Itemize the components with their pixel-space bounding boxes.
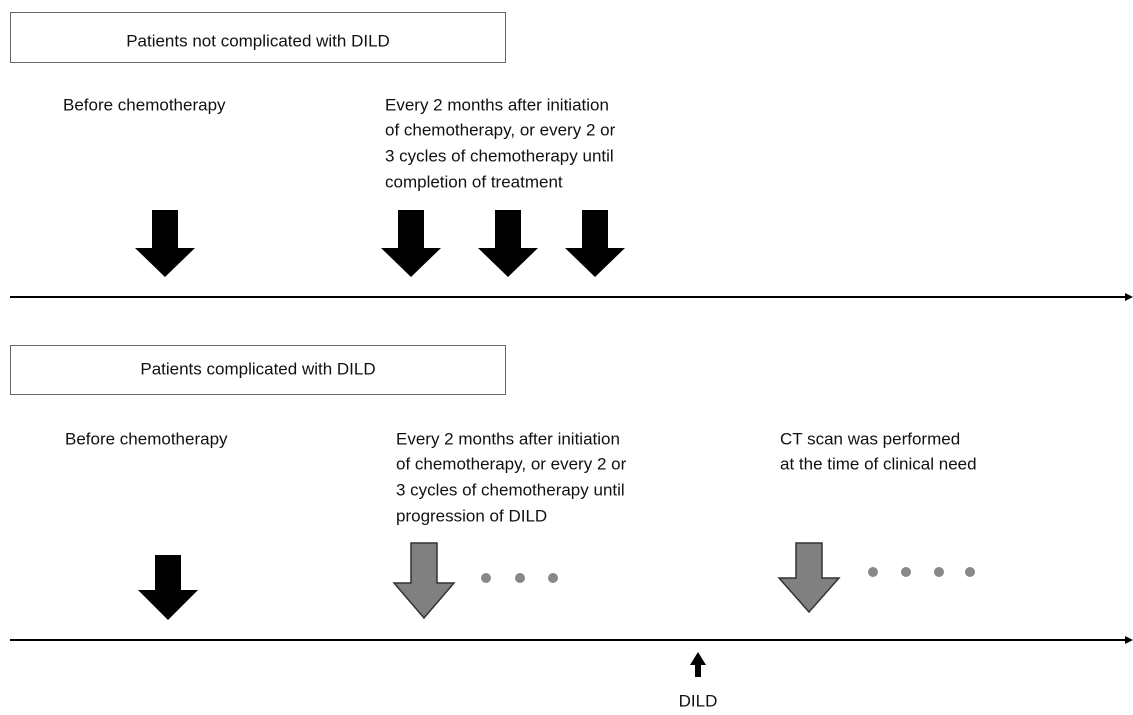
panel-title-box	[10, 12, 506, 63]
scan-arrow-gray	[777, 542, 841, 614]
event-arrow	[690, 652, 706, 677]
scan-arrow	[478, 210, 538, 277]
timepoint-text: CT scan was performed	[780, 429, 960, 448]
panel-title: Patients complicated with DILD	[140, 359, 375, 378]
dot	[548, 573, 558, 583]
scan-arrow	[565, 210, 625, 277]
dot	[481, 573, 491, 583]
timepoint-text: Every 2 months after initiation	[396, 429, 620, 448]
timepoint-text: at the time of clinical need	[780, 454, 977, 473]
timepoint-text: of chemotherapy, or every 2 or	[396, 454, 627, 473]
dot	[868, 567, 878, 577]
scan-arrow	[138, 555, 198, 620]
timepoint-text: progression of DILD	[396, 506, 547, 525]
timepoint-text: of chemotherapy, or every 2 or	[385, 120, 616, 139]
scan-arrow-gray	[392, 542, 456, 620]
event-label: DILD	[679, 691, 718, 710]
timepoint-text: 3 cycles of chemotherapy until	[396, 480, 625, 499]
dot	[934, 567, 944, 577]
timepoint-text: Before chemotherapy	[63, 95, 226, 114]
timepoint-text: Every 2 months after initiation	[385, 95, 609, 114]
timeline-arrowhead	[1125, 636, 1133, 644]
dot	[901, 567, 911, 577]
scan-arrow	[381, 210, 441, 277]
dot	[965, 567, 975, 577]
timeline-arrowhead	[1125, 293, 1133, 301]
timepoint-text: Before chemotherapy	[65, 429, 228, 448]
panel-title-box	[10, 345, 506, 395]
scan-arrow	[135, 210, 195, 277]
panel-title: Patients not complicated with DILD	[126, 31, 390, 50]
timepoint-text: completion of treatment	[385, 172, 563, 191]
timepoint-text: 3 cycles of chemotherapy until	[385, 146, 614, 165]
dot	[515, 573, 525, 583]
